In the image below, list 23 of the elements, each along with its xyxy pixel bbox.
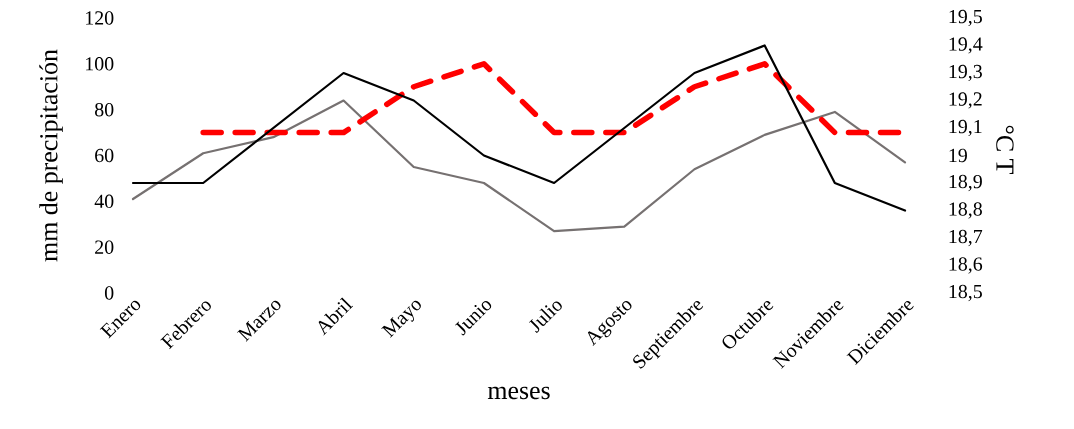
y2-tick-label: 19 (949, 148, 967, 163)
y2-tick-label: 18,8 (949, 202, 982, 219)
y2-tick-label: 18,6 (949, 257, 983, 274)
y-tick-label: 20 (95, 240, 114, 254)
y-tick-label: 0 (104, 286, 114, 300)
y-tick-label: 120 (86, 11, 114, 25)
y2-tick-label: 19,4 (949, 37, 983, 54)
y2-tick-label: 19,1 (949, 119, 982, 137)
y-tick-label: 40 (94, 194, 114, 209)
y-tick-label: 60 (95, 148, 114, 163)
y-axis-title: mm de precipitación (39, 49, 63, 262)
y-tick-label: 100 (86, 57, 114, 71)
y2-tick-label: 18,7 (949, 229, 983, 247)
y2-tick-label: 18,5 (949, 284, 982, 302)
y2-tick-label: 19,5 (949, 9, 982, 27)
line-series (131, 99, 907, 233)
y2-tick-label: 18,9 (949, 174, 982, 192)
y2-axis-title: °C T (996, 125, 1014, 175)
y2-tick-label: 19,3 (949, 64, 982, 82)
x-axis-title: meses (487, 386, 550, 400)
y-tick-label: 80 (95, 102, 114, 117)
x-tick-label: Julio (528, 301, 562, 333)
y2-tick-label: 19,2 (949, 92, 982, 109)
